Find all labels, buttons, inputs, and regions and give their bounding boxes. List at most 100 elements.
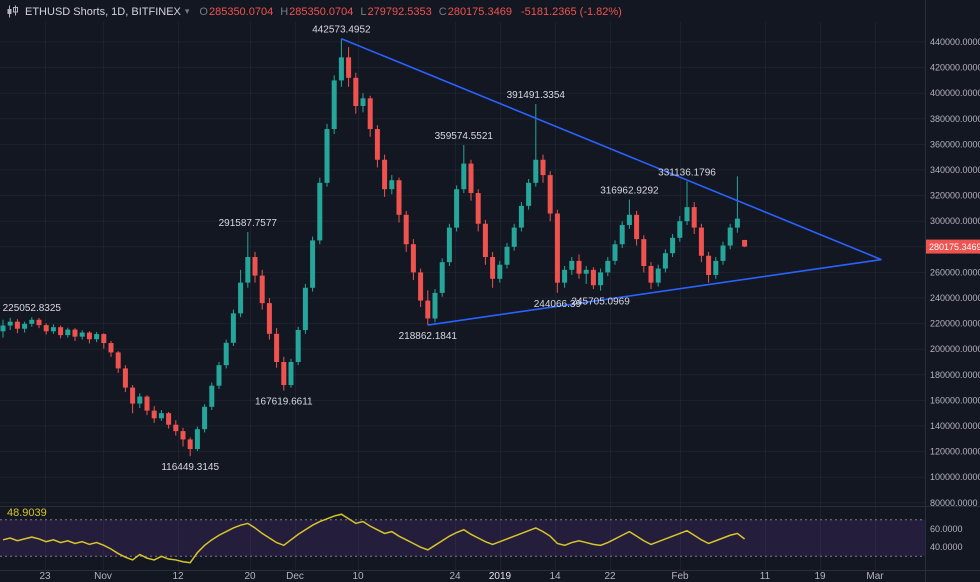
candle[interactable]: [662, 249, 668, 273]
candle[interactable]: [58, 325, 64, 339]
candle[interactable]: [626, 199, 632, 229]
candle[interactable]: [180, 427, 186, 447]
candle[interactable]: [130, 385, 136, 414]
candle[interactable]: [619, 221, 625, 249]
candle[interactable]: [706, 251, 712, 283]
candle[interactable]: [22, 321, 28, 333]
candle[interactable]: [475, 189, 481, 232]
candle[interactable]: [137, 393, 143, 409]
chevron-down-icon[interactable]: ▾: [184, 6, 190, 16]
candle[interactable]: [547, 171, 553, 222]
candle[interactable]: [720, 241, 726, 265]
candle[interactable]: [598, 268, 604, 291]
candle[interactable]: [497, 260, 503, 283]
candle[interactable]: [310, 236, 316, 292]
candle[interactable]: [166, 411, 172, 429]
candle[interactable]: [389, 175, 395, 195]
candle[interactable]: [605, 257, 611, 277]
candle[interactable]: [360, 93, 366, 113]
candle[interactable]: [734, 176, 740, 233]
candle[interactable]: [209, 382, 215, 410]
candle[interactable]: [65, 327, 71, 338]
candle[interactable]: [670, 234, 676, 258]
candle[interactable]: [202, 404, 208, 433]
symbol-title[interactable]: ETHUSD Shorts, 1D, BITFINEX: [25, 5, 181, 18]
candle[interactable]: [655, 264, 661, 287]
candle[interactable]: [353, 72, 359, 114]
candle[interactable]: [0, 319, 6, 338]
candle[interactable]: [648, 262, 654, 290]
candle[interactable]: [346, 47, 352, 87]
candle[interactable]: [29, 317, 35, 327]
candle[interactable]: [374, 125, 380, 168]
candle[interactable]: [223, 339, 229, 369]
candle[interactable]: [173, 420, 179, 436]
candle[interactable]: [569, 257, 575, 275]
candle[interactable]: [302, 283, 308, 334]
candle[interactable]: [641, 235, 647, 273]
candle[interactable]: [446, 223, 452, 266]
candle[interactable]: [115, 351, 121, 373]
candle[interactable]: [108, 340, 114, 357]
candle[interactable]: [742, 239, 748, 248]
rsi-line[interactable]: [2, 513, 746, 564]
candle[interactable]: [230, 309, 236, 346]
time-axis[interactable]: 23 Nov 12 20 Dec 10 24 2019 14 22 Feb 11 19 Mar: [39, 571, 884, 582]
candle[interactable]: [43, 323, 49, 335]
candle[interactable]: [540, 154, 546, 183]
trendline[interactable]: [341, 37, 882, 261]
candle[interactable]: [418, 268, 424, 307]
candle[interactable]: [50, 324, 56, 334]
candle[interactable]: [295, 326, 301, 366]
candle[interactable]: [94, 331, 100, 343]
candle[interactable]: [511, 223, 517, 251]
candle[interactable]: [86, 331, 92, 344]
candle[interactable]: [576, 254, 582, 279]
candle[interactable]: [432, 289, 438, 323]
candle[interactable]: [698, 223, 704, 263]
candle[interactable]: [634, 210, 640, 246]
candle[interactable]: [238, 269, 244, 318]
candle[interactable]: [259, 269, 265, 310]
candle[interactable]: [101, 333, 107, 349]
candle[interactable]: [727, 223, 733, 250]
candle[interactable]: [158, 410, 164, 421]
candle[interactable]: [245, 231, 251, 288]
candle[interactable]: [144, 395, 150, 416]
candle[interactable]: [317, 177, 323, 245]
candle[interactable]: [713, 257, 719, 279]
candle[interactable]: [216, 362, 222, 389]
candle[interactable]: [468, 159, 474, 201]
candle[interactable]: [504, 242, 510, 269]
candle[interactable]: [410, 239, 416, 281]
candle[interactable]: [281, 356, 287, 391]
candle[interactable]: [7, 317, 13, 330]
candle[interactable]: [338, 38, 344, 87]
candle[interactable]: [367, 95, 373, 137]
candle[interactable]: [454, 185, 460, 232]
candle[interactable]: [288, 358, 294, 388]
candle[interactable]: [518, 202, 524, 232]
candle[interactable]: [403, 210, 409, 252]
candle[interactable]: [252, 251, 258, 283]
price-axis[interactable]: 440000.0000 420000.0000 400000.0000 380000.…: [930, 37, 980, 552]
candle[interactable]: [590, 267, 596, 290]
candle[interactable]: [490, 251, 496, 288]
candle[interactable]: [382, 154, 388, 197]
candle[interactable]: [331, 75, 337, 135]
candle[interactable]: [151, 406, 157, 423]
candle[interactable]: [554, 209, 560, 293]
candle[interactable]: [122, 365, 128, 393]
candle[interactable]: [187, 437, 193, 457]
candle[interactable]: [79, 330, 85, 340]
candle[interactable]: [14, 319, 20, 334]
candle[interactable]: [194, 426, 200, 451]
candle[interactable]: [461, 144, 467, 194]
candle[interactable]: [324, 123, 330, 187]
candle[interactable]: [612, 240, 618, 265]
candle[interactable]: [482, 219, 488, 265]
candle[interactable]: [562, 266, 568, 288]
trendline[interactable]: [427, 258, 882, 326]
candle[interactable]: [439, 258, 445, 297]
